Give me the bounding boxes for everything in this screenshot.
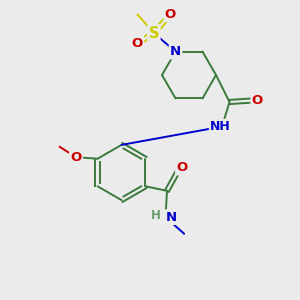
Text: O: O (70, 151, 82, 164)
Text: O: O (165, 8, 176, 21)
Text: O: O (252, 94, 263, 107)
Text: H: H (151, 209, 161, 222)
Text: N: N (170, 45, 181, 58)
Text: S: S (149, 26, 159, 40)
Text: O: O (132, 37, 143, 50)
Text: N: N (165, 211, 176, 224)
Text: NH: NH (210, 120, 231, 133)
Text: O: O (176, 161, 188, 174)
